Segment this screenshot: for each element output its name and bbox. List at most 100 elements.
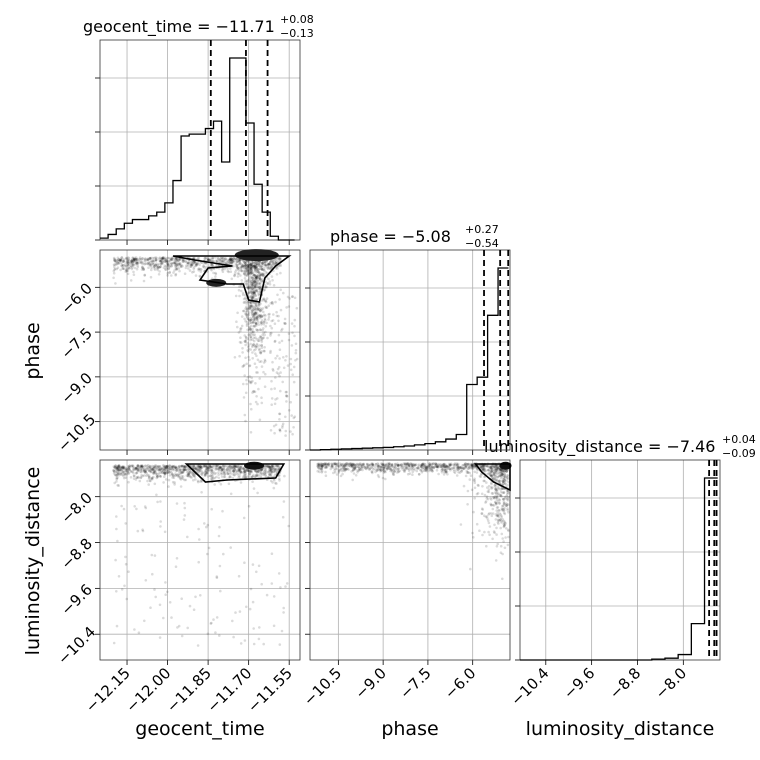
- scatter-point: [122, 507, 126, 511]
- scatter-point: [503, 506, 506, 510]
- scatter-point: [222, 259, 226, 262]
- scatter-point: [121, 267, 124, 270]
- scatter-point: [146, 479, 149, 483]
- scatter-point: [351, 469, 355, 472]
- scatter-point: [272, 486, 276, 490]
- scatter-point: [229, 546, 232, 549]
- scatter-point: [160, 256, 164, 260]
- scatter-point: [250, 264, 253, 268]
- scatter-point: [246, 375, 250, 379]
- scatter-point: [116, 266, 120, 270]
- scatter-point: [254, 266, 257, 269]
- scatter-point: [242, 364, 245, 368]
- scatter-point: [161, 256, 165, 260]
- scatter-point: [457, 471, 460, 474]
- scatter-point: [262, 298, 266, 302]
- scatter-point: [248, 375, 252, 378]
- scatter-point: [250, 263, 253, 267]
- scatter-point: [173, 261, 177, 265]
- scatter-point: [320, 469, 324, 473]
- scatter-point: [133, 257, 136, 261]
- scatter-point: [151, 256, 155, 260]
- scatter-point: [249, 338, 252, 342]
- scatter-point: [503, 482, 507, 486]
- scatter-point: [126, 263, 129, 266]
- scatter-point: [260, 321, 264, 325]
- scatter-point: [278, 298, 281, 301]
- scatter-point: [280, 339, 284, 343]
- scatter-point: [242, 272, 246, 276]
- scatter-point: [265, 306, 269, 309]
- scatter-point: [159, 259, 162, 263]
- scatter-point: [158, 257, 161, 261]
- scatter-point: [270, 259, 273, 262]
- scatter-point: [245, 266, 248, 270]
- scatter-point: [234, 270, 237, 274]
- scatter-point: [167, 267, 171, 270]
- scatter-point: [258, 277, 261, 280]
- scatter-point: [250, 269, 253, 272]
- scatter-point: [264, 372, 267, 376]
- scatter-point: [170, 616, 173, 619]
- scatter-point: [239, 341, 243, 344]
- scatter-point: [258, 328, 262, 332]
- scatter-point: [130, 470, 133, 474]
- scatter-point: [286, 364, 290, 367]
- scatter-point: [257, 274, 260, 277]
- scatter-point: [475, 522, 479, 526]
- scatter-point: [261, 336, 265, 340]
- scatter-point: [251, 306, 255, 310]
- scatter-point: [269, 324, 272, 328]
- scatter-point: [229, 258, 233, 262]
- scatter-point: [236, 266, 239, 270]
- scatter-point: [184, 266, 188, 270]
- scatter-point: [243, 261, 246, 264]
- scatter-point: [475, 471, 479, 474]
- scatter-point: [251, 283, 254, 287]
- scatter-point: [249, 319, 253, 322]
- scatter-point: [249, 337, 253, 340]
- scatter-point: [241, 264, 245, 267]
- scatter-point: [250, 287, 253, 291]
- scatter-point: [232, 635, 235, 639]
- scatter-point: [361, 468, 364, 472]
- scatter-point: [387, 467, 391, 471]
- scatter-point: [209, 622, 213, 625]
- scatter-point: [254, 276, 258, 280]
- scatter-point: [113, 259, 117, 263]
- scatter-point: [261, 273, 265, 276]
- scatter-point: [122, 260, 125, 263]
- scatter-point: [486, 497, 490, 501]
- scatter-point: [503, 473, 507, 476]
- scatter-point: [264, 306, 268, 310]
- scatter-point: [259, 309, 262, 312]
- scatter-point: [244, 311, 248, 314]
- scatter-point: [239, 470, 242, 474]
- scatter-point: [257, 262, 261, 266]
- scatter-point: [257, 387, 260, 391]
- scatter-point: [172, 261, 175, 265]
- scatter-point: [139, 258, 142, 261]
- scatter-point: [133, 258, 136, 261]
- scatter-point: [236, 311, 239, 315]
- scatter-point: [178, 269, 181, 273]
- scatter-point: [162, 256, 166, 259]
- scatter-point: [497, 486, 501, 490]
- scatter-point: [248, 364, 251, 368]
- scatter-point: [499, 544, 503, 548]
- scatter-point: [394, 466, 397, 469]
- scatter-point: [292, 426, 295, 429]
- scatter-point: [165, 262, 169, 265]
- scatter-point: [250, 267, 253, 270]
- scatter-point: [256, 371, 259, 374]
- scatter-point: [491, 507, 495, 511]
- scatter-point: [149, 257, 152, 260]
- scatter-point: [120, 504, 123, 508]
- scatter-point: [293, 415, 297, 419]
- x-tick-label: −11.55: [244, 664, 296, 716]
- scatter-point: [175, 257, 178, 260]
- scatter-point: [478, 529, 481, 532]
- scatter-point: [134, 478, 138, 481]
- scatter-point: [335, 473, 339, 476]
- scatter-point: [273, 431, 276, 435]
